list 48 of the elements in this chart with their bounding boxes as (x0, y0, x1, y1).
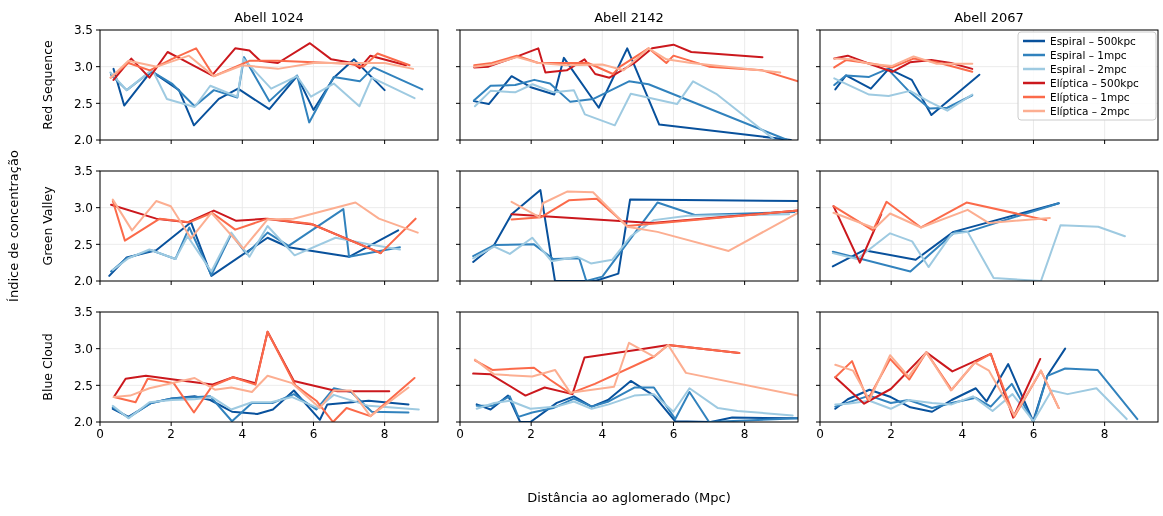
x-tick-label: 4 (598, 427, 607, 441)
y-tick-label: 3.0 (73, 59, 93, 74)
chart-title: Abell 1024 (234, 10, 304, 25)
line-series (112, 58, 386, 127)
text: Índice de concentração (6, 150, 21, 302)
x-tick-label: 2 (167, 427, 175, 441)
x-tick-label: 2 (887, 427, 895, 441)
legend-label: Espiral – 1mpc (1050, 48, 1127, 61)
x-tick-label: 4 (238, 427, 247, 441)
line-series (112, 374, 410, 418)
x-tick-label: 0 (816, 427, 824, 441)
y-tick-label: 3.5 (73, 305, 93, 320)
legend-label: Elíptica – 1mpc (1050, 90, 1130, 103)
y-tick-label: 2.0 (73, 415, 93, 430)
y-tick-label: 3.0 (73, 341, 93, 356)
x-tick-label: 0 (456, 427, 464, 441)
line-series (110, 208, 401, 277)
y-tick-label: 2.5 (73, 378, 93, 393)
y-tick-label: 2.5 (73, 237, 93, 252)
x-axis-title: Distância ao aglomerado (Mpc) (527, 490, 731, 505)
x-tick-label: 6 (309, 427, 318, 441)
line-series (111, 393, 420, 420)
y-tick-label: 3.5 (73, 23, 93, 38)
y-axis-title: Green Valley (40, 185, 55, 266)
y-axis-title: Red Sequence (40, 40, 55, 130)
y-tick-label: 3.5 (73, 164, 93, 179)
legend-label: Elíptica – 2mpc (1050, 104, 1130, 117)
y-tick-label: 3.0 (73, 200, 93, 215)
chart-title: Abell 2067 (954, 10, 1024, 25)
line-series (109, 57, 416, 108)
x-tick-label: 8 (380, 427, 389, 441)
legend-label: Espiral – 500kpc (1050, 34, 1137, 47)
legend-label: Espiral – 2mpc (1050, 62, 1127, 75)
y-tick-label: 2.0 (73, 274, 93, 289)
x-tick-label: 0 (96, 427, 104, 441)
y-axis-title: Blue Cloud (40, 333, 55, 401)
y-tick-label: 2.5 (73, 96, 93, 111)
x-tick-label: 8 (1100, 427, 1109, 441)
x-tick-label: 2 (527, 427, 535, 441)
y-tick-label: 2.0 (73, 133, 93, 148)
x-tick-label: 4 (958, 427, 967, 441)
x-tick-label: 8 (740, 427, 749, 441)
chart-title: Abell 2142 (594, 10, 664, 25)
legend-label: Elíptica – 500kpc (1050, 76, 1140, 89)
line-series (109, 54, 415, 79)
line-series (110, 56, 424, 124)
x-tick-label: 6 (1029, 427, 1038, 441)
x-tick-label: 6 (669, 427, 678, 441)
